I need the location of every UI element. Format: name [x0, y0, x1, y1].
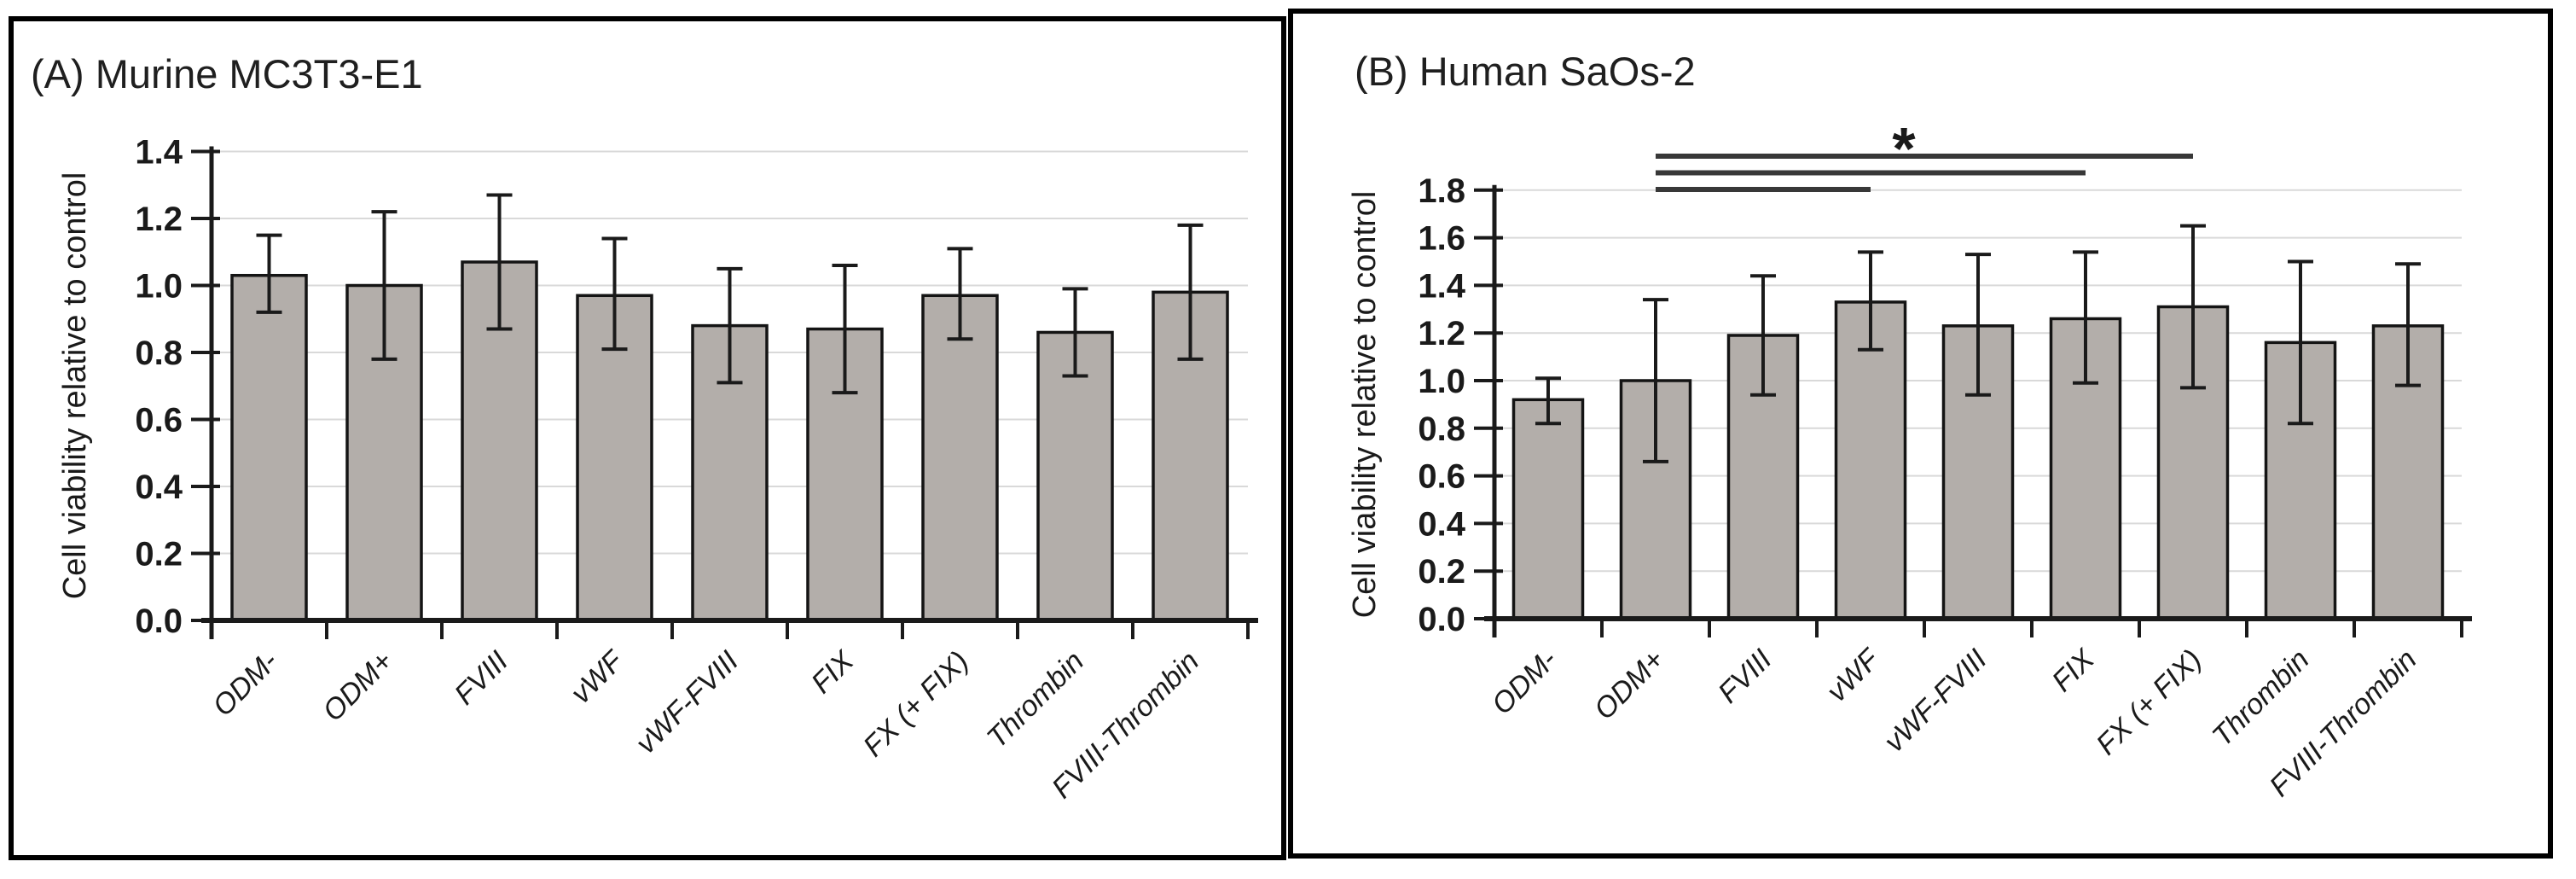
x-category-label: FVIII	[1712, 643, 1778, 709]
x-category-label: Thrombin	[981, 645, 1090, 754]
panel-b-title: (B) Human SaOs-2	[1355, 49, 1696, 94]
y-tick-label: 1.0	[1418, 363, 1465, 400]
y-tick-label: 1.4	[1418, 267, 1465, 305]
x-category-label: ODM+	[316, 645, 399, 728]
x-category-label: Thrombin	[2206, 643, 2315, 753]
y-tick-label: 0.6	[1418, 458, 1465, 496]
y-tick-label: 1.0	[135, 268, 183, 306]
bar	[1511, 398, 1585, 620]
bar	[230, 273, 308, 622]
y-tick-label: 0.6	[135, 402, 183, 440]
x-category-label: ODM-	[1486, 643, 1564, 721]
y-tick-label: 0.8	[1418, 410, 1465, 448]
y-tick-label: 1.6	[1418, 220, 1465, 258]
x-category-label: vWF	[565, 643, 631, 710]
bar	[1036, 330, 1114, 622]
y-tick-label: 0.0	[135, 602, 183, 640]
panel-a-title: (A) Murine MC3T3-E1	[31, 51, 423, 96]
y-tick-label: 0.2	[135, 536, 183, 573]
y-tick-label: 0.2	[1418, 553, 1465, 591]
significance-star: *	[1892, 115, 1916, 182]
bar	[921, 294, 999, 622]
x-category-label: vWF-FVIII	[629, 644, 745, 760]
panel-a-y-axis-label: Cell viability relative to control	[57, 172, 93, 600]
x-category-label: FIX	[805, 644, 861, 700]
panel-b-y-axis-label: Cell viability relative to control	[1347, 191, 1383, 619]
y-tick-label: 1.2	[135, 201, 183, 238]
y-tick-label: 0.4	[135, 469, 183, 506]
x-category-label: FX (+ FIX)	[2090, 643, 2208, 761]
panel-frame	[1288, 9, 2553, 859]
panel-frame	[9, 16, 1286, 860]
x-category-label: ODM+	[1588, 643, 1671, 726]
x-category-label: vWF	[1820, 642, 1887, 708]
y-tick-label: 1.8	[1418, 172, 1465, 210]
x-category-label: FIX	[2045, 643, 2101, 698]
y-tick-label: 1.2	[1418, 315, 1465, 352]
y-tick-label: 0.8	[135, 335, 183, 372]
x-category-label: FVIII	[449, 644, 515, 711]
y-tick-label: 0.0	[1418, 601, 1465, 638]
x-category-label: FX (+ FIX)	[857, 645, 975, 763]
x-category-label: ODM-	[206, 645, 284, 723]
x-category-label: vWF-FVIII	[1878, 643, 1993, 758]
y-tick-label: 0.4	[1418, 505, 1465, 543]
y-tick-label: 1.4	[135, 134, 183, 172]
